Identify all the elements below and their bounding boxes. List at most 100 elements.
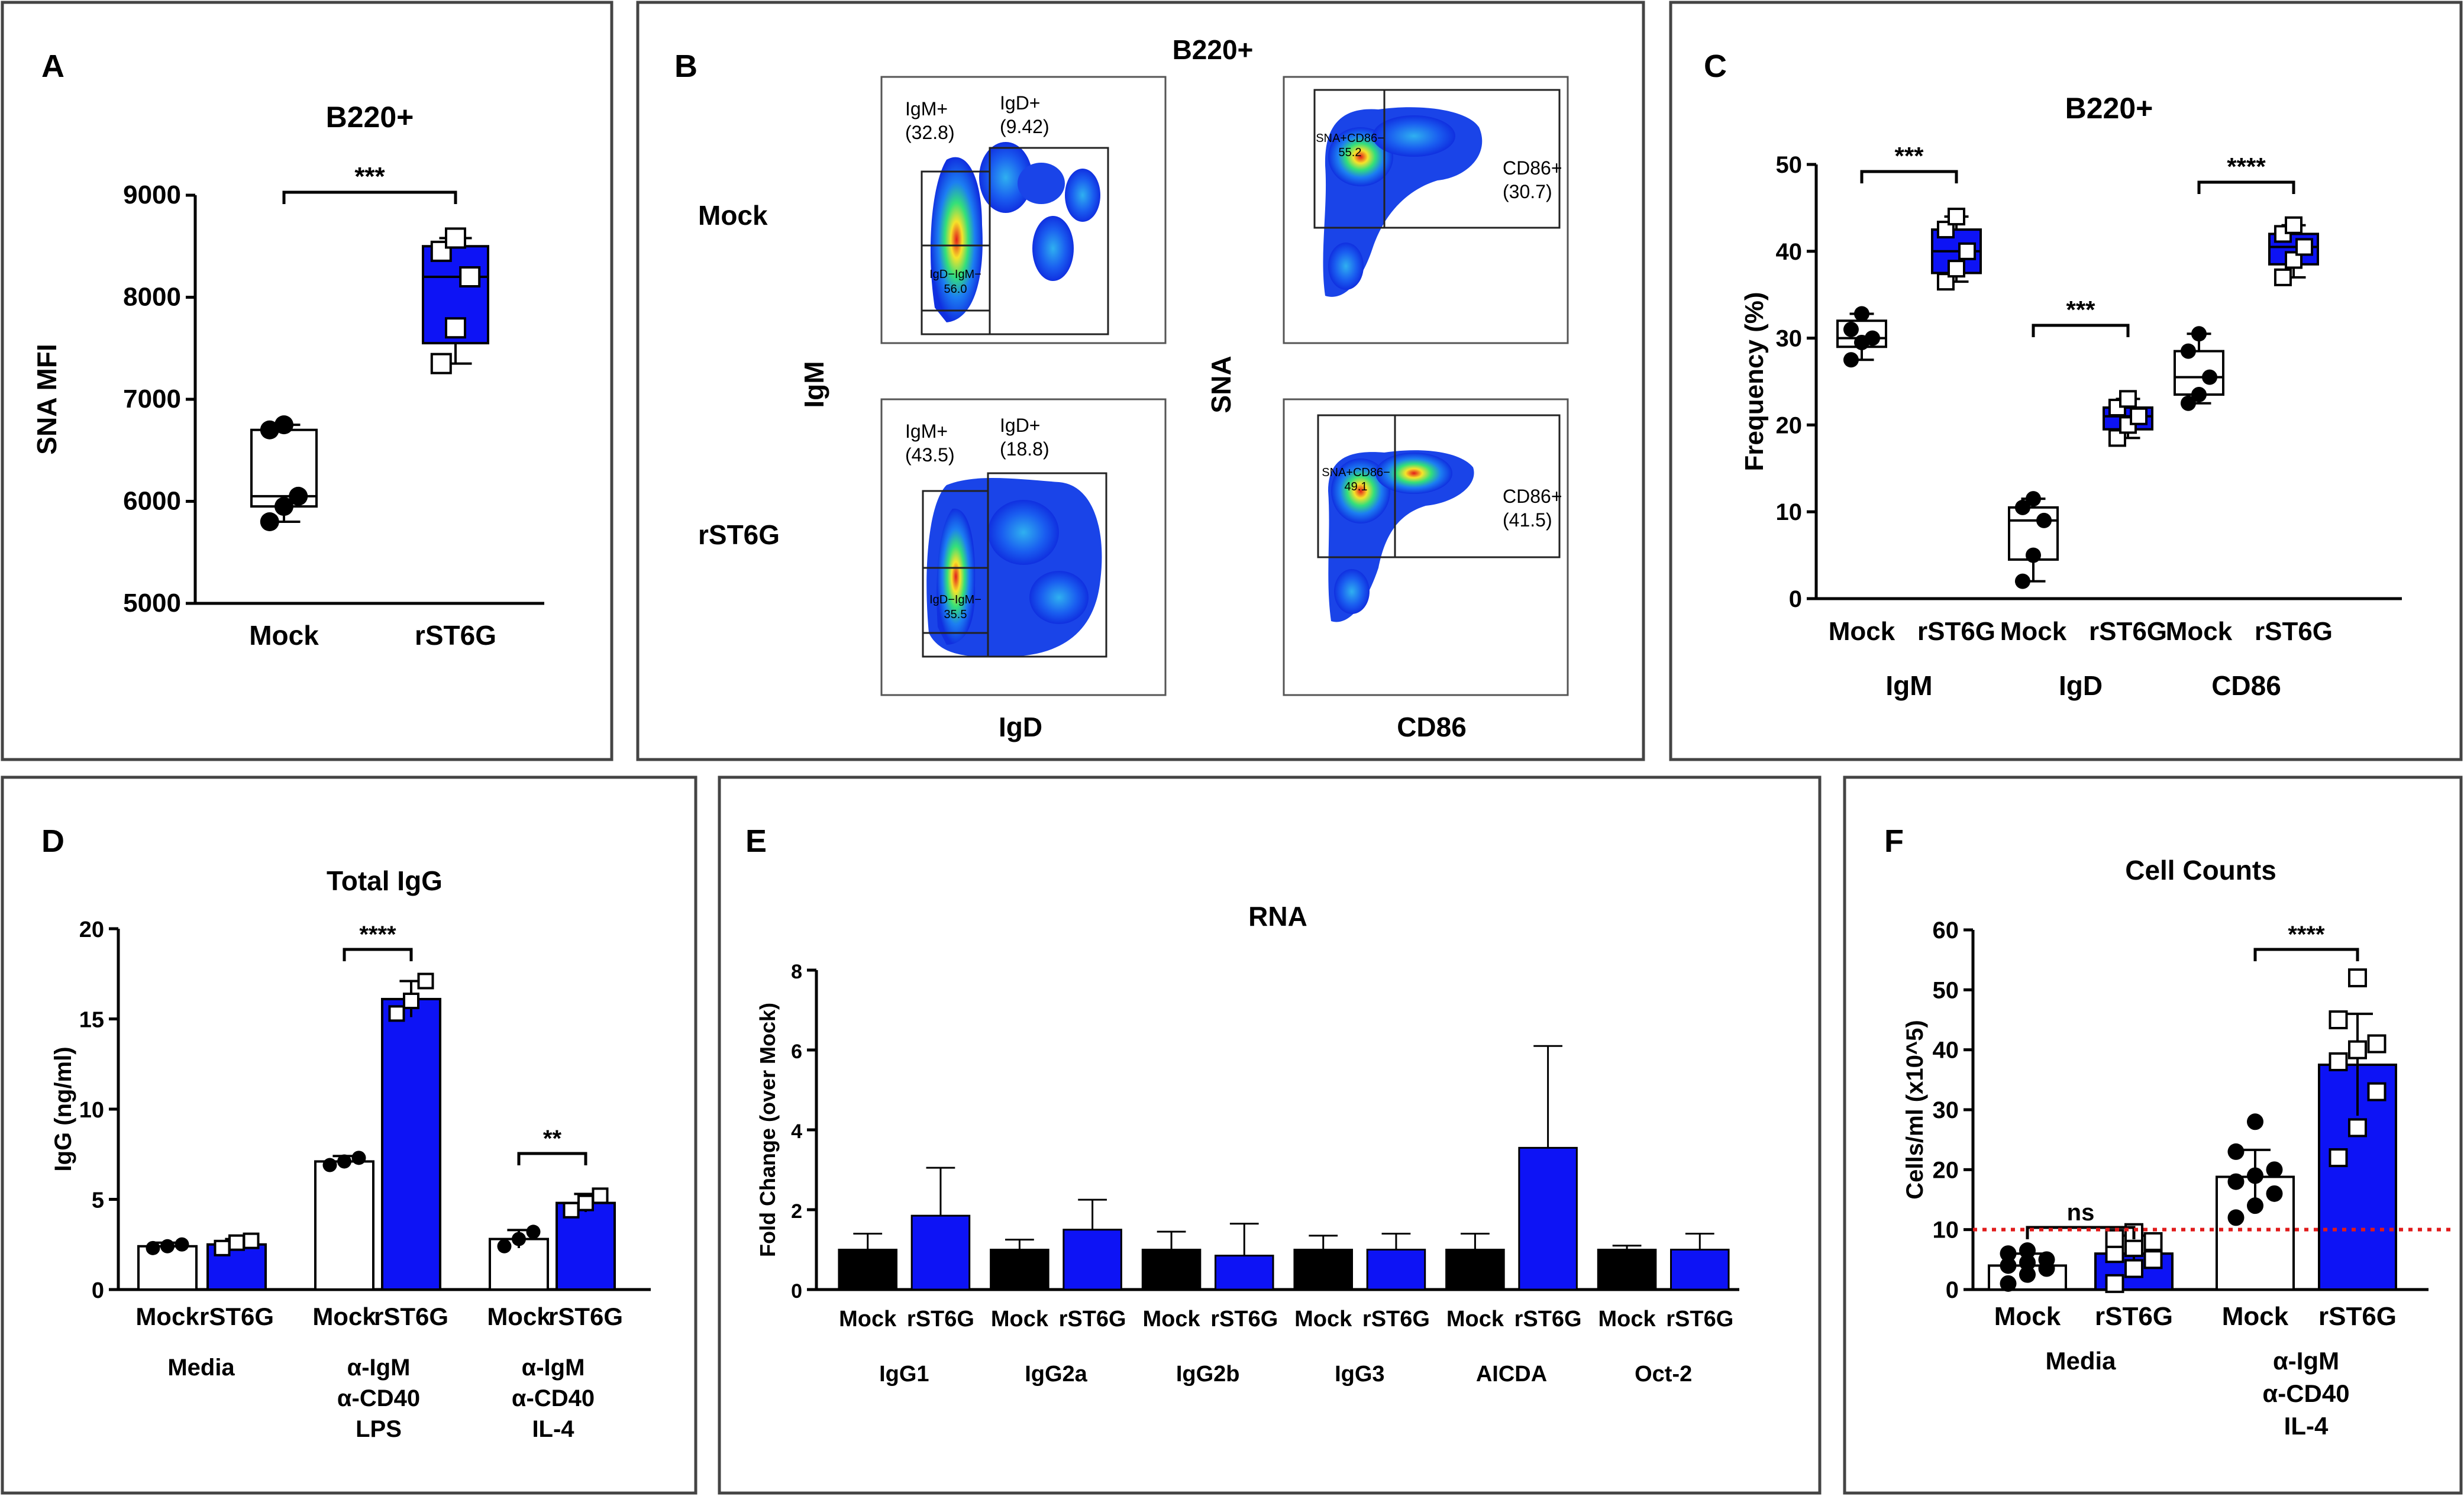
y-tick-label: 6000 [123, 487, 181, 516]
significance-bracket [2026, 1226, 2136, 1239]
data-point-circle [160, 1239, 175, 1253]
bar-rst6g [381, 997, 441, 1291]
chart-title: B220+ [2065, 92, 2153, 125]
data-point-square [1936, 273, 1955, 291]
significance-bracket [282, 190, 457, 204]
density-population [988, 500, 1059, 565]
panel-b-border [636, 1, 1645, 761]
y-tick-label: 20 [1933, 1157, 1959, 1183]
density-population [1018, 163, 1065, 204]
chart-e: 0 2 4 6 8 RNA Fold Change (over Mock) Mock rST6G… [755, 901, 1739, 1387]
x-tick-label: Mock [2000, 617, 2067, 646]
x-tick-label: rST6G [2089, 617, 2167, 646]
y-tick-label: 0 [92, 1278, 104, 1303]
data-point-circle [2191, 387, 2207, 403]
bar-mock [1293, 1249, 1353, 1291]
y-tick-label: 0 [791, 1280, 802, 1303]
data-point-square [2367, 1034, 2387, 1054]
data-point-circle [322, 1158, 337, 1172]
data-point-square [2143, 1250, 2163, 1269]
y-tick-label: 0 [1946, 1277, 1959, 1303]
y-tick-label: 40 [1776, 239, 1803, 265]
panel-a-letter: A [41, 49, 64, 84]
x-tick-label: rST6G [1514, 1307, 1582, 1332]
x-tick-label: rST6G [1666, 1307, 1733, 1332]
gate-label: CD86+ [1503, 486, 1562, 507]
data-point-circle [2227, 1209, 2245, 1226]
chart-title: B220+ [326, 101, 414, 134]
data-point-square [1958, 242, 1977, 260]
x-tick-label: Mock [1294, 1307, 1352, 1332]
significance-label: *** [1894, 142, 1924, 170]
data-point-square [577, 1194, 594, 1211]
y-axis-label: Frequency (%) [1740, 292, 1769, 471]
y-tick-label: 5 [92, 1188, 104, 1213]
gate-label: IgD+ [1000, 415, 1040, 436]
flow-left-ylabel: IgM [799, 361, 829, 408]
data-point-square [2143, 1232, 2163, 1251]
significance-bracket [1860, 170, 1958, 183]
y-tick-label: 20 [1776, 412, 1803, 438]
y-tick-label: 10 [1776, 499, 1803, 525]
density-population [1328, 243, 1364, 290]
data-point-circle [526, 1224, 541, 1239]
data-point-circle [146, 1240, 160, 1255]
flow-title: B220+ [1173, 34, 1254, 65]
y-tick-label: 8 [791, 961, 802, 983]
x-tick-label: Mock [1829, 617, 1895, 646]
y-tick-label: 10 [79, 1098, 104, 1123]
density-population [1373, 115, 1455, 157]
x-tick-label: Mock [312, 1303, 376, 1330]
x-tick-label: Mock [487, 1303, 551, 1330]
data-point-square [2348, 968, 2367, 988]
panel-d-border [1, 776, 697, 1495]
data-point-circle [2266, 1185, 2283, 1202]
gate-label: CD86+ [1503, 157, 1562, 179]
gate-cd86pos [1383, 89, 1561, 229]
bar-mock [1445, 1249, 1505, 1291]
gate-label: SNA+CD86− [1322, 466, 1390, 479]
data-point-square [2105, 1229, 2124, 1248]
data-point-square [2329, 1052, 2348, 1071]
y-tick-label: 5000 [123, 589, 181, 618]
data-point-square [417, 972, 434, 990]
data-point-circle [337, 1154, 351, 1169]
data-point-square [563, 1201, 580, 1219]
x-tick-label: rST6G [199, 1303, 274, 1330]
chart-title: Total IgG [327, 865, 443, 896]
gene-label: IgG2b [1176, 1362, 1240, 1387]
data-point-square [403, 993, 419, 1009]
gate-value: 55.2 [1339, 146, 1362, 159]
data-point-square [2348, 1040, 2367, 1059]
bar-rst6g [1215, 1255, 1274, 1291]
y-tick-label: 15 [79, 1008, 104, 1033]
y-tick-label: 20 [79, 917, 104, 942]
panel-c-border [1669, 1, 2463, 761]
bar-mock [1141, 1249, 1202, 1291]
condition-label: Media [167, 1355, 235, 1381]
data-point-square [2367, 1082, 2387, 1101]
chart-title: RNA [1248, 901, 1307, 932]
x-tick-label: rST6G [548, 1303, 623, 1330]
y-tick-label: 4 [791, 1120, 802, 1143]
data-point-square [1948, 208, 1965, 226]
data-point-circle [260, 512, 279, 531]
density-population [1029, 571, 1089, 624]
data-point-circle [175, 1237, 189, 1252]
flow-left-xlabel: IgD [999, 712, 1042, 742]
data-point-circle [1865, 330, 1881, 346]
data-point-square [1948, 260, 1965, 278]
panel-f-border [1843, 776, 2463, 1495]
data-point-square [2285, 216, 2302, 234]
condition-label: IL-4 [2284, 1412, 2329, 1440]
x-tick-label: rST6G [1059, 1307, 1126, 1332]
gate-label: IgM+ [905, 421, 948, 442]
gate-igd [989, 147, 1109, 335]
density-population [1032, 216, 1074, 281]
data-point-circle [2180, 343, 2196, 359]
x-tick-label: Mock [135, 1303, 199, 1330]
group-label: IgM [1885, 670, 1932, 701]
gate-cd86pos [1394, 414, 1561, 558]
gate-value: 35.5 [944, 608, 967, 621]
